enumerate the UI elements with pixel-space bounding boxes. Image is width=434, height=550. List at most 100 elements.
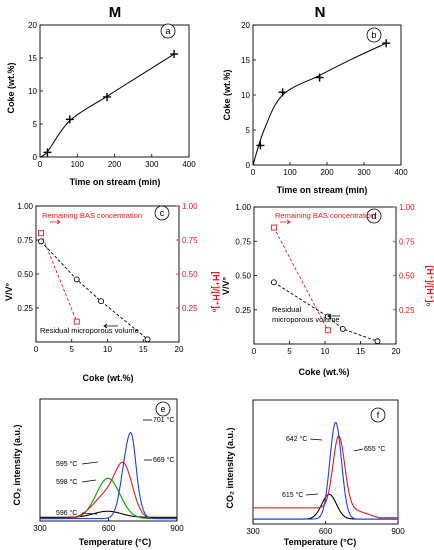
- panel-label-circle: [160, 23, 176, 39]
- y2-tick-label: 0.75: [399, 237, 415, 246]
- column-title-n: N: [315, 4, 326, 21]
- data-point-square: [270, 224, 277, 231]
- x-tick-label: 400: [394, 168, 408, 177]
- y-tick-label: 1.00: [235, 203, 251, 212]
- x-tick-label: 5: [70, 345, 75, 354]
- annotation-bas: Remaining BAS concentration: [275, 211, 375, 220]
- annotation-arrow: [81, 479, 97, 483]
- trend-line: [40, 241, 148, 340]
- peak-label-669: 669 °C: [153, 456, 174, 464]
- y-tick-label: 15: [241, 56, 250, 65]
- panel-label-circle: [155, 401, 171, 417]
- chart-panel-b: 0 100 200 300 400 0 5 10 15 20 Time on stream (mi…: [222, 21, 408, 195]
- x-tick-label: 600: [319, 527, 333, 536]
- x-tick-label: 400: [182, 160, 196, 169]
- chart-panel-f: 300 600 900 Temperature (°C) CO₂ intensity…: [225, 399, 405, 547]
- y2-axis-label: [H⁺]/[H⁺]₀: [211, 271, 221, 312]
- y-tick-label: 0.25: [17, 304, 33, 313]
- panel-label: a: [165, 26, 170, 36]
- panel-label: d: [371, 211, 376, 221]
- peak-label-701: 701 °C: [153, 416, 174, 424]
- panel-label: b: [371, 30, 376, 40]
- y-tick-label: 0: [33, 153, 38, 162]
- y-tick-label: 0.50: [235, 272, 251, 281]
- x-axis-label: Temperature (°C): [284, 537, 356, 547]
- data-point-circle: [73, 276, 80, 283]
- data-point-plus: [256, 141, 265, 150]
- data-point-plus: [103, 92, 112, 101]
- y2-tick-label: 0.25: [182, 304, 198, 313]
- x-axis-label: Time on stream (min): [70, 177, 161, 187]
- tpo-curve: [40, 431, 177, 520]
- plot-frame: [35, 205, 180, 343]
- y-axis-label: CO₂ intensity (a.u.): [12, 424, 22, 505]
- annotation-arrow: [353, 448, 364, 452]
- fit-curve: [252, 42, 387, 166]
- panel-label: f: [377, 410, 380, 420]
- plot-frame: [252, 24, 402, 166]
- x-tick-label: 20: [175, 345, 184, 354]
- chart-panel-c: 0 5 10 15 20 0.25 0.50 0.75 1.00 0.25 0.50 0.75 1.00…: [4, 202, 221, 383]
- data-point-plus: [315, 73, 324, 82]
- data-point-plus: [65, 115, 74, 124]
- data-point-square: [73, 318, 80, 325]
- x-tick-label: 0: [38, 160, 43, 169]
- annotation-micropore: Residual microporous volume: [40, 326, 139, 335]
- y2-tick-label: 0.50: [182, 270, 198, 279]
- x-tick-label: 300: [357, 168, 371, 177]
- y2-tick-label: 1.00: [182, 202, 198, 211]
- y-tick-label: 0.75: [235, 237, 251, 246]
- peak-label-655: 655 °C: [364, 445, 385, 453]
- tpo-curve: [253, 422, 398, 520]
- y-tick-label: 0.25: [235, 306, 251, 315]
- y-tick-label: 10: [241, 91, 250, 100]
- data-point-plus: [382, 39, 391, 48]
- x-axis-label: Coke (wt.%): [298, 367, 349, 377]
- column-title-m: M: [109, 4, 122, 21]
- data-point-circle: [270, 279, 277, 286]
- x-axis-label: Time on stream (min): [277, 185, 368, 195]
- data-point-circle: [98, 298, 105, 305]
- x-tick-label: 100: [71, 160, 85, 169]
- arrow-micropore: [327, 313, 340, 319]
- y-axis-label: Coke (wt.%): [222, 69, 232, 120]
- data-point-circle: [144, 336, 151, 343]
- annotation-arrow: [81, 461, 99, 465]
- y-tick-label: 15: [28, 54, 37, 63]
- panel-label-circle: [366, 208, 382, 224]
- x-tick-label: 200: [320, 168, 334, 177]
- peak-label-642: 642 °C: [286, 435, 307, 443]
- data-point-plus: [170, 50, 179, 59]
- x-tick-label: 200: [108, 160, 122, 169]
- panel-label-circle: [366, 27, 382, 43]
- x-tick-label: 0: [34, 345, 39, 354]
- x-tick-label: 300: [33, 524, 47, 533]
- panel-label: c: [160, 208, 165, 218]
- arrow-micropore: [103, 323, 118, 329]
- tpo-curve: [253, 435, 398, 519]
- data-point-circle: [374, 338, 381, 345]
- y-axis-label: V/V°: [221, 277, 231, 296]
- x-tick-label: 5: [287, 347, 292, 356]
- data-point-plus: [43, 148, 52, 157]
- x-tick-label: 10: [103, 345, 112, 354]
- y2-tick-label: 0.75: [182, 236, 198, 245]
- peak-label-595: 595 °C: [56, 460, 77, 468]
- y-tick-label: 0.50: [17, 270, 33, 279]
- y-tick-label: 20: [241, 21, 250, 30]
- chart-panel-d: 0 5 10 15 20 0.25 0.50 0.75 1.00 0.25 0.50 0.75 1.00…: [221, 203, 434, 377]
- arrow-bas: [280, 219, 291, 225]
- trend-line: [273, 281, 378, 342]
- y-tick-label: 1.00: [17, 202, 33, 211]
- y-axis-label: CO₂ intensity (a.u.): [225, 427, 235, 508]
- y-tick-label: 5: [246, 126, 251, 135]
- data-point-circle: [339, 325, 346, 332]
- chart-panel-a: 0 100 200 300 400 0 5 10 15 20 Time on stream (mi…: [6, 21, 196, 187]
- y-axis-label: V/V°: [4, 283, 14, 302]
- data-point-square: [324, 327, 331, 334]
- y2-tick-label: 1.00: [399, 203, 415, 212]
- x-tick-label: 100: [283, 168, 297, 177]
- panel-label-circle: [370, 407, 386, 423]
- trend-line: [40, 233, 78, 322]
- trend-line: [273, 227, 329, 331]
